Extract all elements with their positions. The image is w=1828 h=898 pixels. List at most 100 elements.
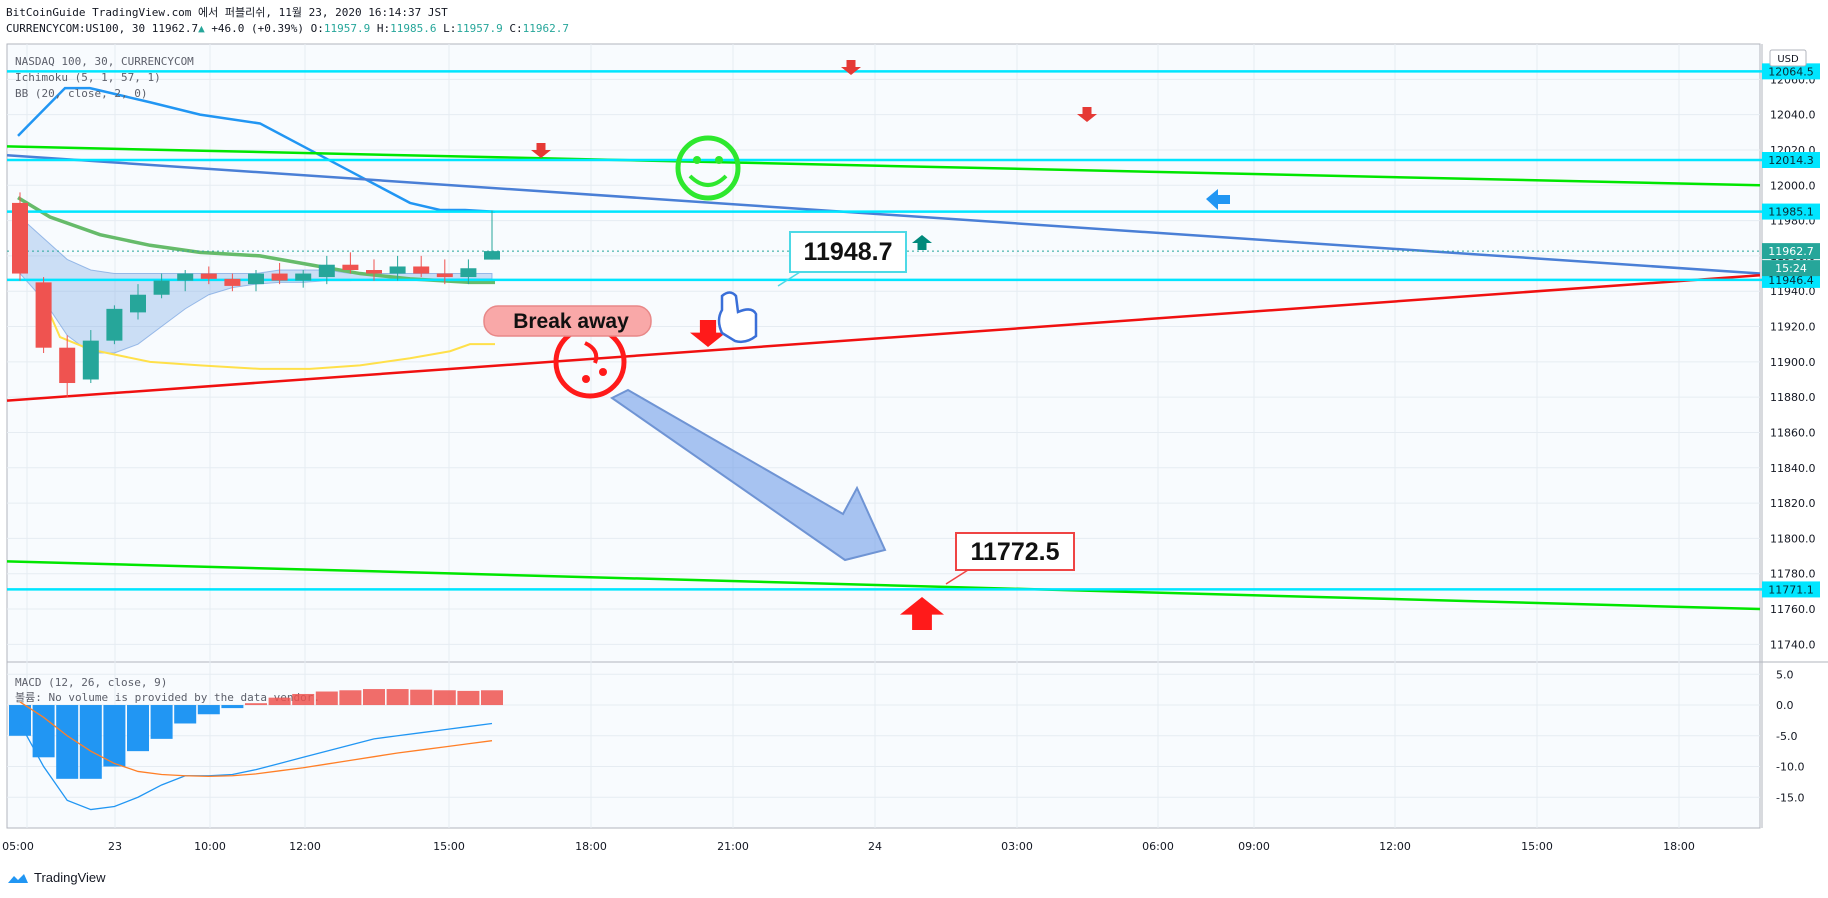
- time-tick-label: 23: [108, 840, 122, 853]
- price-tick-label: 11920.0: [1770, 321, 1816, 334]
- pointing-hand-icon: [717, 291, 758, 344]
- price-level-tag-text: 11985.1: [1768, 206, 1814, 219]
- price-tick-label: 11860.0: [1770, 426, 1816, 439]
- price-tick-label: 12040.0: [1770, 109, 1816, 122]
- price-level-tag-text: 11771.1: [1768, 583, 1814, 596]
- currency-label: USD: [1777, 54, 1799, 65]
- candle-body: [12, 202, 28, 274]
- candle-body: [177, 273, 194, 281]
- price-level-tag: [1762, 581, 1820, 598]
- candle-body: [248, 273, 264, 285]
- candle-body: [35, 282, 52, 348]
- macd-histogram-bar: [457, 690, 480, 706]
- price-tick-label: 11800.0: [1770, 532, 1816, 545]
- price-tick-label: 11820.0: [1770, 497, 1816, 510]
- indicator-legend: NASDAQ 100, 30, CURRENCYCOM: [15, 55, 194, 68]
- currency-badge[interactable]: [1769, 49, 1807, 67]
- tradingview-logo[interactable]: TradingView: [6, 870, 106, 885]
- macd-histogram-bar: [174, 705, 197, 724]
- macd-tick-label: -5.0: [1776, 730, 1797, 743]
- time-tick-label: 21:00: [717, 840, 749, 853]
- macd-histogram-bar: [245, 703, 267, 706]
- macd-histogram-bar: [9, 705, 31, 736]
- down-arrow-icon: [690, 320, 726, 347]
- trend-line-green-upper: [6, 145, 1761, 187]
- time-tick-label: 15:00: [433, 840, 465, 853]
- candle-body: [59, 347, 76, 384]
- callout-value: 11948.7: [804, 238, 893, 266]
- sad-face-eye: [582, 375, 590, 383]
- callout-box: [955, 532, 1075, 571]
- time-tick-label: 12:00: [1379, 840, 1411, 853]
- macd-histogram-bar: [363, 689, 385, 706]
- time-tick-label: 10:00: [194, 840, 226, 853]
- countdown-tag: [1762, 260, 1820, 277]
- price-tick-label: 11780.0: [1770, 568, 1816, 581]
- bb-upper-line: [17, 86, 496, 213]
- callout-box: [789, 231, 907, 273]
- down-arrow-icon: [1077, 107, 1097, 122]
- last-price-tag-text: 11962.7: [1768, 245, 1814, 258]
- time-tick-label: 03:00: [1001, 840, 1033, 853]
- candle-body: [318, 264, 335, 278]
- macd-histogram-bar: [103, 705, 126, 767]
- time-tick-label: 18:00: [1663, 840, 1695, 853]
- candle-body: [106, 308, 123, 341]
- macd-histogram-bar: [433, 690, 456, 706]
- price-level-tag-text: 11946.4: [1768, 274, 1814, 287]
- candle-body: [271, 273, 288, 281]
- change-value: +46.0 (+0.39%): [211, 22, 305, 35]
- candle-body: [389, 266, 406, 274]
- macd-histogram-bar: [32, 705, 55, 758]
- macd-histogram-bar: [268, 697, 291, 706]
- ohlc-line: CURRENCYCOM:US100, 30 11962.7 ▲ +46.0 (+0…: [6, 22, 569, 35]
- time-tick-label: 24: [868, 840, 882, 853]
- price-level-tag-text: 12014.3: [1768, 154, 1814, 167]
- candle-body: [342, 264, 359, 271]
- price-tick-label: 11760.0: [1770, 603, 1816, 616]
- trend-line-blue: [6, 153, 1761, 275]
- smiley-face-icon: [675, 135, 741, 201]
- macd-tick-label: 0.0: [1776, 699, 1794, 712]
- smiley-eye: [693, 156, 701, 164]
- candle-body: [82, 340, 99, 380]
- candle-body: [224, 278, 241, 286]
- price-tick-label: 11740.0: [1770, 638, 1816, 651]
- macd-histogram-bar: [292, 693, 315, 706]
- macd-histogram-bar: [56, 705, 79, 779]
- plot-area: [6, 43, 1761, 829]
- signal-line: [19, 701, 493, 778]
- time-tick-label: 05:00: [2, 840, 34, 853]
- price-tick-label: 11940.0: [1770, 285, 1816, 298]
- open-value: 11957.9: [323, 22, 371, 35]
- indicator-legend: BB (20, close, 2, 0): [15, 87, 147, 100]
- down-arrow-icon: [531, 143, 551, 158]
- candle-body: [153, 280, 170, 295]
- tradingview-cloud-icon: [8, 873, 28, 883]
- candle-body: [295, 273, 312, 281]
- price-tick-label: 11880.0: [1770, 391, 1816, 404]
- high-value: 11985.6: [390, 22, 437, 35]
- macd-histogram-bar: [481, 690, 503, 706]
- macd-histogram-bar: [150, 705, 173, 739]
- trend-line-green-lower: [6, 560, 1761, 611]
- time-tick-label: 15:00: [1521, 840, 1553, 853]
- macd-tick-label: -15.0: [1776, 791, 1804, 804]
- macd-tick-label: 5.0: [1776, 668, 1794, 681]
- close-value: 11962.7: [522, 22, 569, 35]
- brand-label: TradingView: [34, 870, 106, 885]
- price-level-tag: [1762, 63, 1820, 80]
- sad-face-eye: [599, 368, 607, 376]
- candle-body: [200, 273, 217, 279]
- speech-bubble: [483, 305, 652, 337]
- callout-value: 11772.5: [971, 538, 1060, 566]
- candle-body: [460, 268, 477, 278]
- up-triangle-icon: ▲: [198, 22, 205, 35]
- up-arrow-icon: [912, 235, 932, 250]
- price-tick-label: 11840.0: [1770, 462, 1816, 475]
- price-tick-label: 11900.0: [1770, 356, 1816, 369]
- candle-body: [436, 273, 453, 278]
- symbol: CURRENCYCOM:US100, 30: [6, 22, 146, 35]
- price-tick-label: 12000.0: [1770, 179, 1816, 192]
